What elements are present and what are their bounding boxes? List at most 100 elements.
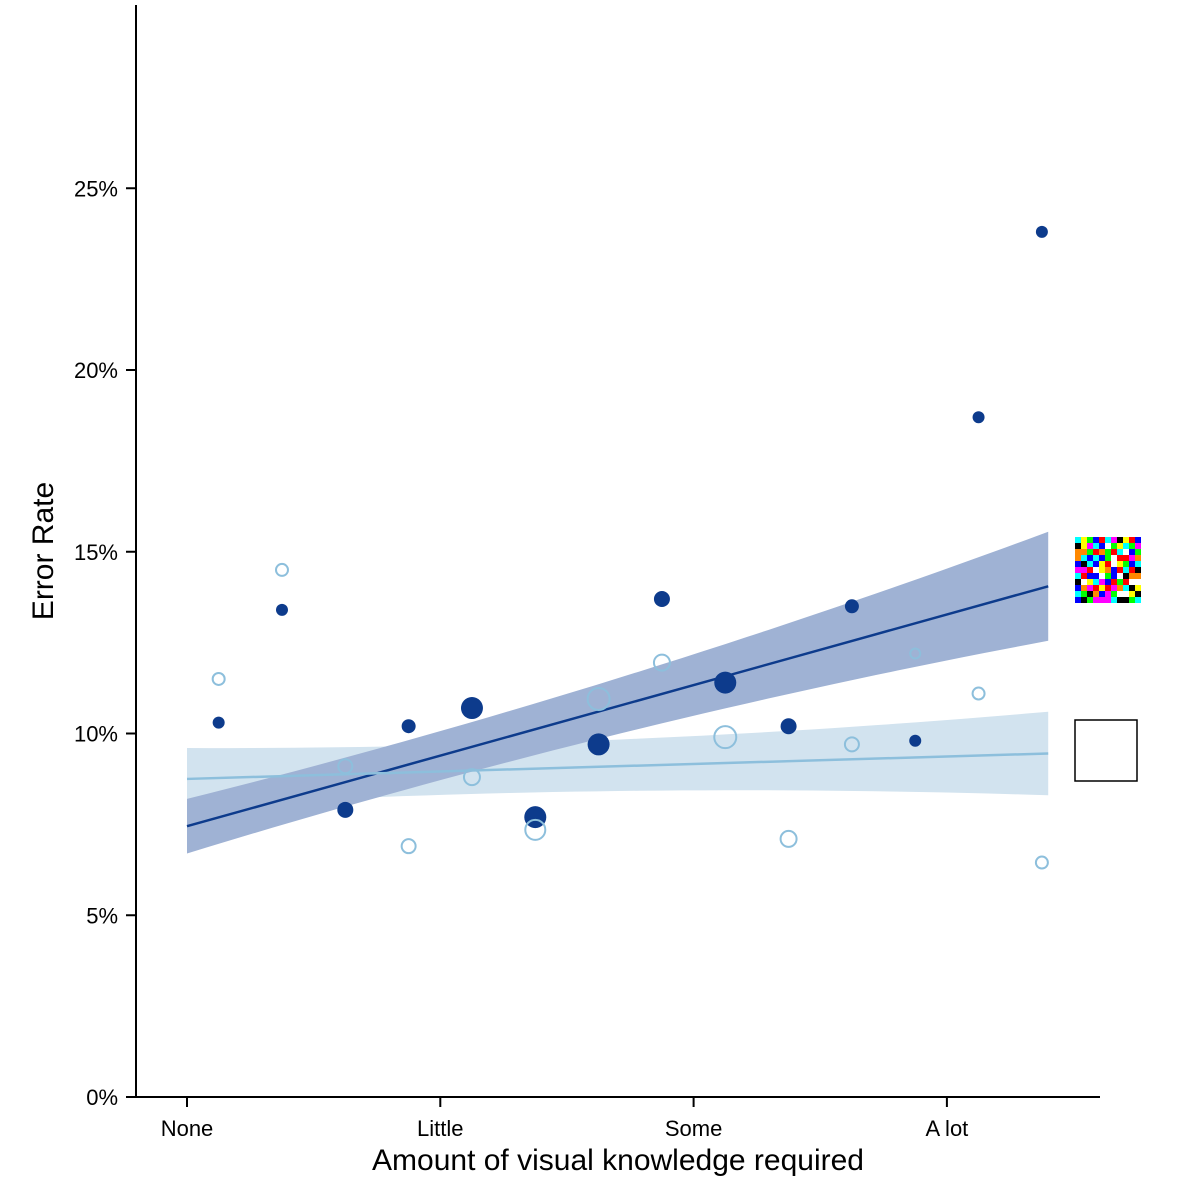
- legend-noise-cell: [1105, 579, 1111, 585]
- legend-noise-cell: [1117, 567, 1123, 573]
- legend-noise-cell: [1093, 573, 1099, 579]
- data-point-hollow: [337, 758, 354, 775]
- legend-noise-cell: [1099, 567, 1105, 573]
- data-point-hollow: [843, 736, 860, 753]
- legend-noise-cell: [1105, 573, 1111, 579]
- legend-noise-cell: [1129, 591, 1135, 597]
- legend-noise-cell: [1087, 561, 1093, 567]
- legend-noise-cell: [1081, 573, 1087, 579]
- legend-noise-cell: [1087, 567, 1093, 573]
- y-tick-label: 0%: [86, 1085, 118, 1110]
- x-tick-label: A lot: [925, 1116, 968, 1141]
- legend-noise-cell: [1093, 591, 1099, 597]
- x-ticks: None Little Some A lot: [161, 1097, 968, 1141]
- legend-noise-cell: [1123, 543, 1129, 549]
- confidence-band: [187, 531, 1049, 854]
- fit-line: [186, 752, 1049, 781]
- legend-noise-cell: [1075, 537, 1081, 543]
- legend-noise-cell: [1099, 543, 1105, 549]
- legend-noise-cell: [1123, 549, 1129, 555]
- legend: [1074, 537, 1141, 782]
- legend-noise-cell: [1087, 543, 1093, 549]
- legend-noise-cell: [1075, 543, 1081, 549]
- legend-noise-cell: [1099, 579, 1105, 585]
- data-point-filled: [460, 697, 483, 720]
- legend-noise-cell: [1087, 591, 1093, 597]
- legend-noise-cell: [1105, 567, 1111, 573]
- legend-noise-cell: [1087, 585, 1093, 591]
- legend-noise-cell: [1105, 597, 1111, 603]
- data-point-hollow: [652, 653, 671, 672]
- data-point-hollow: [909, 647, 922, 660]
- legend-noise-cell: [1081, 567, 1087, 573]
- legend-noise-cell: [1075, 549, 1081, 555]
- data-point-hollow: [462, 768, 481, 787]
- legend-noise-cell: [1135, 561, 1141, 567]
- legend-noise-cell: [1093, 579, 1099, 585]
- legend-noise-cell: [1123, 567, 1129, 573]
- data-point-filled: [844, 599, 859, 614]
- y-tick-label: 15%: [74, 540, 118, 565]
- legend-noise-cell: [1129, 585, 1135, 591]
- legend-noise-cell: [1123, 597, 1129, 603]
- legend-noise-cell: [1093, 555, 1099, 561]
- data-point-filled: [909, 734, 922, 747]
- legend-noise-cell: [1081, 561, 1087, 567]
- legend-noise-cell: [1087, 537, 1093, 543]
- legend-noise-cell: [1105, 585, 1111, 591]
- legend-noise-cell: [1129, 567, 1135, 573]
- legend-noise-cell: [1135, 537, 1141, 543]
- legend-noise-cell: [1099, 597, 1105, 603]
- legend-noise-cell: [1093, 537, 1099, 543]
- legend-noise-cell: [1081, 579, 1087, 585]
- legend-noise-cell: [1099, 537, 1105, 543]
- data-point-filled: [337, 801, 354, 818]
- legend-noise-cell: [1123, 555, 1129, 561]
- data-point-filled: [653, 591, 670, 608]
- data-point-hollow: [211, 671, 226, 686]
- legend-noise-cell: [1135, 591, 1141, 597]
- legend-noise-cell: [1123, 579, 1129, 585]
- legend-noise-cell: [1087, 549, 1093, 555]
- legend-noise-cell: [1111, 579, 1117, 585]
- legend-noise-cell: [1075, 555, 1081, 561]
- legend-noise-cell: [1093, 549, 1099, 555]
- y-tick-label: 10%: [74, 722, 118, 747]
- legend-noise-cell: [1099, 561, 1105, 567]
- x-tick-label: Little: [417, 1116, 463, 1141]
- legend-noise-cell: [1135, 543, 1141, 549]
- legend-noise-cell: [1075, 597, 1081, 603]
- data-point-filled: [212, 716, 225, 729]
- data-point-filled: [714, 671, 737, 694]
- legend-noise-cell: [1111, 543, 1117, 549]
- legend-noise-cell: [1093, 543, 1099, 549]
- legend-noise-cell: [1135, 579, 1141, 585]
- data-point-filled: [972, 411, 985, 424]
- x-tick-label: Some: [665, 1116, 722, 1141]
- legend-noise-cell: [1117, 573, 1123, 579]
- legend-noise-cell: [1105, 591, 1111, 597]
- data-point-filled: [1035, 225, 1048, 238]
- data-point-hollow: [586, 686, 611, 711]
- axes: [135, 5, 1100, 1098]
- legend-key-blank: [1074, 719, 1138, 782]
- legend-noise-cell: [1135, 567, 1141, 573]
- legend-noise-cell: [1135, 555, 1141, 561]
- y-ticks: 0% 5% 10% 15% 20% 25%: [74, 176, 136, 1110]
- legend-noise-cell: [1099, 591, 1105, 597]
- legend-noise-cell: [1111, 567, 1117, 573]
- legend-noise-cell: [1117, 537, 1123, 543]
- legend-noise-cell: [1117, 591, 1123, 597]
- legend-noise-cell: [1123, 591, 1129, 597]
- data-point-hollow: [1034, 855, 1049, 870]
- legend-noise-cell: [1099, 555, 1105, 561]
- legend-noise-cell: [1129, 543, 1135, 549]
- legend-noise-cell: [1093, 567, 1099, 573]
- data-point-hollow: [971, 686, 986, 701]
- legend-noise-cell: [1117, 585, 1123, 591]
- data-point-filled: [275, 603, 288, 616]
- legend-noise-cell: [1135, 597, 1141, 603]
- legend-key-noise-pattern: [1075, 537, 1141, 603]
- data-point-hollow: [274, 562, 289, 577]
